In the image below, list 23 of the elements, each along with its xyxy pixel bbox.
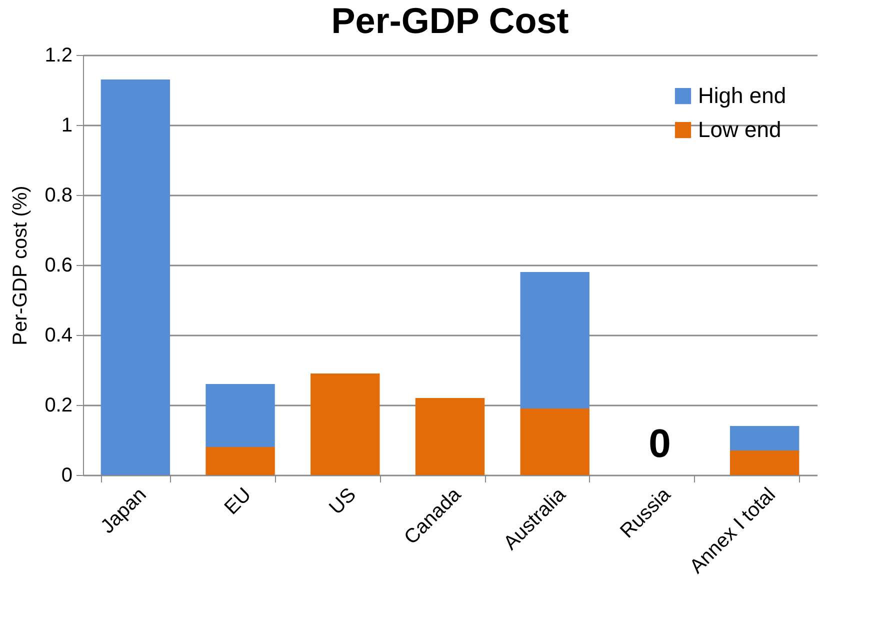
y-tick-label: 1.2 [44,44,72,66]
bar [520,408,590,475]
x-tick-label: EU [220,484,256,520]
y-tick-label: 1 [61,114,72,136]
legend-label: High end [698,83,786,108]
y-tick-label: 0.8 [44,184,72,206]
bar [730,450,800,475]
y-tick-label: 0.4 [44,324,72,346]
bar [206,384,275,447]
bar [730,426,800,450]
bar [100,80,170,475]
y-tick-label: 0 [61,464,72,486]
annotation: 0 [648,422,671,466]
bar [310,374,380,475]
bar [415,398,485,475]
bar [520,272,590,408]
y-tick-label: 0.6 [44,254,72,276]
y-tick-label: 0.2 [44,394,72,416]
x-tick-label: US [325,484,360,520]
y-axis-title: Per-GDP cost (%) [10,186,32,346]
legend-label: Low end [698,117,782,142]
chart-title: Per-GDP Cost [331,0,569,41]
bar [206,447,275,475]
